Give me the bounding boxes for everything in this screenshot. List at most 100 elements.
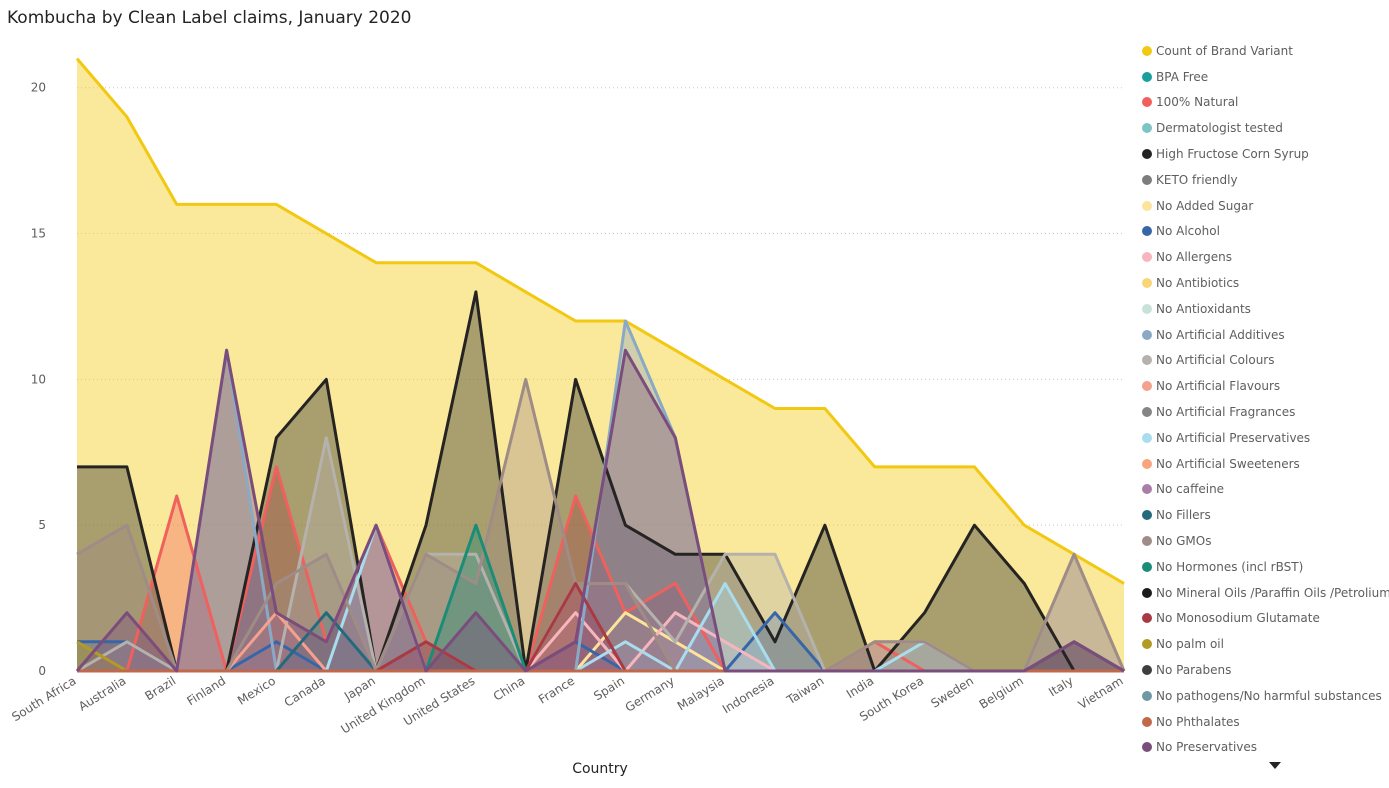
legend-marker-icon (1142, 71, 1152, 82)
legend-label: No caffeine (1156, 482, 1225, 497)
legend-item[interactable]: No pathogens/No harmful substances (1142, 683, 1387, 709)
x-tick-label: Australia (76, 674, 128, 714)
legend-marker-icon (1142, 536, 1152, 547)
legend-item[interactable]: No Antioxidants (1142, 296, 1387, 322)
legend-marker-icon (1142, 742, 1152, 753)
legend-marker-icon (1142, 303, 1152, 314)
x-tick-label: Taiwan (784, 674, 827, 708)
legend-label: No pathogens/No harmful substances (1156, 688, 1382, 703)
legend-label: No Fillers (1156, 508, 1211, 523)
legend-item[interactable]: BPA Free (1142, 64, 1387, 90)
y-tick-label: 15 (31, 227, 46, 241)
x-tick-label: France (536, 674, 577, 707)
line-high-fructose-corn-syrup[interactable] (77, 290, 1124, 673)
legend-item[interactable]: No Artificial Flavours (1142, 373, 1387, 399)
legend-marker-icon (1142, 639, 1152, 650)
legend-item[interactable]: No palm oil (1142, 631, 1387, 657)
x-tick-label: Canada (282, 674, 328, 710)
legend-item[interactable]: No Hormones (incl rBST) (1142, 554, 1387, 580)
legend-item[interactable]: No Added Sugar (1142, 193, 1387, 219)
legend-item[interactable]: Count of Brand Variant (1142, 38, 1387, 64)
legend-item[interactable]: KETO friendly (1142, 167, 1387, 193)
legend-item[interactable]: No Alcohol (1142, 219, 1387, 245)
x-tick-label: India (844, 674, 876, 701)
legend-marker-icon (1142, 226, 1152, 237)
legend-dropdown-icon[interactable] (1269, 762, 1281, 769)
area-100-natural (77, 466, 1124, 671)
x-tick-label: Italy (1046, 674, 1076, 700)
legend-item[interactable]: No Artificial Colours (1142, 348, 1387, 374)
y-tick-label: 0 (38, 664, 46, 678)
legend-label: No Artificial Fragrances (1156, 405, 1296, 420)
legend-label: No Artificial Preservatives (1156, 430, 1311, 445)
legend-marker-icon (1142, 149, 1152, 160)
legend-item[interactable]: 100% Natural (1142, 90, 1387, 116)
legend-item[interactable]: No Artificial Additives (1142, 322, 1387, 348)
legend-item[interactable]: No GMOs (1142, 528, 1387, 554)
legend-marker-icon (1142, 690, 1152, 701)
legend-label: No Added Sugar (1156, 198, 1254, 213)
legend-label: 100% Natural (1156, 95, 1239, 110)
legend-item[interactable]: No Preservatives (1142, 735, 1387, 761)
legend-item[interactable]: No Allergens (1142, 244, 1387, 270)
x-tick-label: Malaysia (675, 674, 727, 714)
line-no-preservatives[interactable] (75, 348, 1125, 673)
x-tick-label: Finland (184, 674, 228, 709)
gridlines (77, 87, 1124, 526)
legend-label: No Antioxidants (1156, 301, 1251, 316)
legend-marker-icon (1142, 200, 1152, 211)
legend-label: No Artificial Sweeteners (1156, 456, 1300, 471)
y-tick-label: 20 (31, 81, 46, 95)
legend-item[interactable]: No Mineral Oils /Paraffin Oils /Petroliu… (1142, 580, 1389, 606)
x-tick-label: China (491, 674, 527, 704)
legend-marker-icon (1142, 381, 1152, 392)
legend-item[interactable]: No Antibiotics (1142, 270, 1387, 296)
legend-marker-icon (1142, 510, 1152, 521)
x-tick-label: Sweden (928, 674, 976, 711)
y-tick-label: 5 (38, 518, 46, 532)
legend-marker-icon (1142, 561, 1152, 572)
legend-label: No Artificial Additives (1156, 327, 1285, 342)
legend-marker-icon (1142, 665, 1152, 676)
legend-label: No Mineral Oils /Paraffin Oils /Petroliu… (1156, 585, 1389, 600)
legend-item[interactable]: No Parabens (1142, 657, 1387, 683)
legend-item[interactable]: No Artificial Sweeteners (1142, 451, 1387, 477)
legend-item[interactable]: No caffeine (1142, 477, 1387, 503)
x-tick-label: United Kingdom (338, 674, 427, 737)
area-no-alcohol (77, 612, 1124, 671)
x-tick-label: Japan (341, 674, 378, 704)
area-no-allergens (77, 612, 1124, 671)
line-no-gmos[interactable] (76, 377, 1126, 673)
legend-label: No Artificial Flavours (1156, 379, 1281, 394)
legend-item[interactable]: No Fillers (1142, 502, 1387, 528)
legend-item[interactable]: No Artificial Fragrances (1142, 399, 1387, 425)
legend-marker-icon (1142, 587, 1152, 598)
x-tick-label: Vietnam (1076, 674, 1126, 712)
legend-item[interactable]: Dermatologist tested (1142, 115, 1387, 141)
legend-item[interactable]: No Monosodium Glutamate (1142, 606, 1387, 632)
legend: Count of Brand Variant BPA Free 100% Natur… (1142, 38, 1389, 761)
legend-marker-icon (1142, 123, 1152, 134)
legend-label: KETO friendly (1156, 172, 1238, 187)
x-tick-label: Brazil (142, 674, 178, 704)
y-tick-label: 10 (31, 372, 46, 386)
legend-marker-icon (1142, 252, 1152, 263)
legend-label: Dermatologist tested (1156, 121, 1283, 136)
area-count-of-brand-variant (77, 58, 1124, 672)
line-count-of-brand-variant[interactable] (75, 57, 1125, 585)
legend-label: No Artificial Colours (1156, 353, 1275, 368)
legend-item[interactable]: High Fructose Corn Syrup (1142, 141, 1387, 167)
legend-label: Count of Brand Variant (1156, 43, 1293, 58)
legend-item[interactable]: No Artificial Preservatives (1142, 425, 1387, 451)
legend-marker-icon (1142, 613, 1152, 624)
legend-label: No Antibiotics (1156, 276, 1240, 291)
x-tick-label: Belgium (977, 674, 1026, 712)
x-axis-title: Country (572, 761, 628, 777)
legend-marker-icon (1142, 329, 1152, 340)
y-axis-ticks: 0 5 10 15 20 (31, 81, 46, 678)
legend-item[interactable]: No Phthalates (1142, 709, 1387, 735)
legend-label: No Alcohol (1156, 224, 1220, 239)
legend-label: No Phthalates (1156, 714, 1240, 729)
